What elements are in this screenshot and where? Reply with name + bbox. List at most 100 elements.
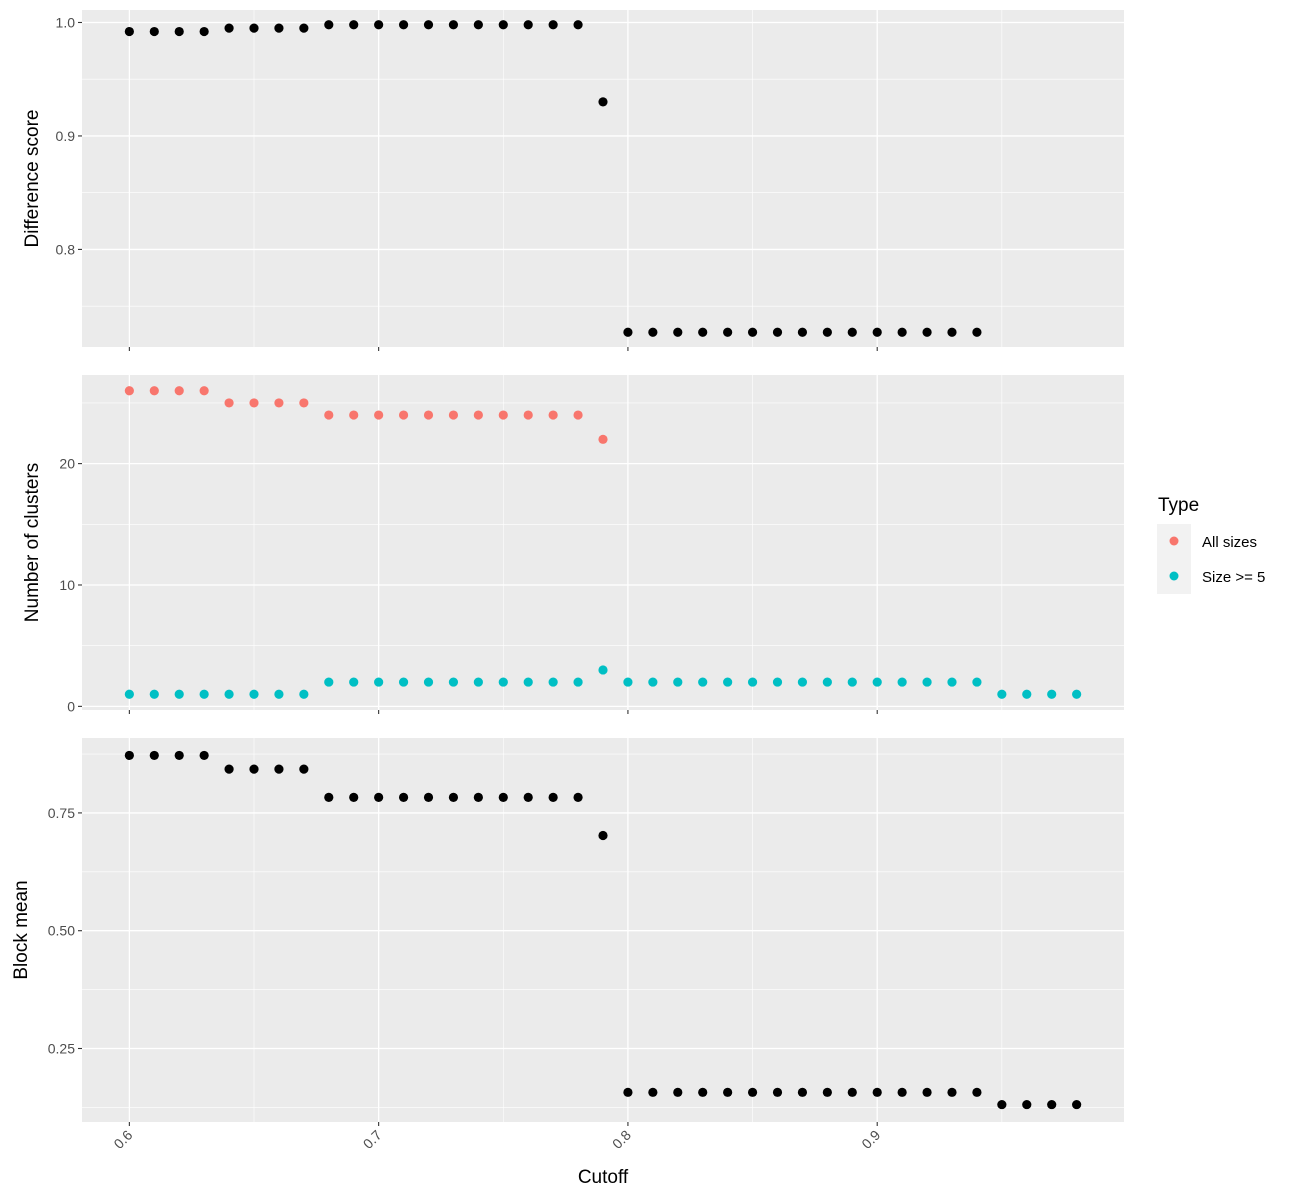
data-point: [199, 386, 209, 396]
data-point: [299, 23, 309, 33]
legend-title: Type: [1158, 495, 1199, 516]
data-point: [423, 410, 434, 420]
data-point: [174, 26, 184, 37]
data-point: [772, 1087, 783, 1097]
data-point: [947, 1087, 957, 1097]
y-axis-title: Number of clusters: [22, 463, 43, 622]
legend-key-all-sizes: [1169, 536, 1179, 546]
data-point: [224, 764, 234, 774]
y-axis-title: Block mean: [11, 880, 32, 979]
data-point: [623, 1087, 633, 1097]
data-point: [374, 410, 384, 420]
x-axis: 0.6 0.7 0.8 0.9: [110, 1127, 883, 1152]
panel-2: 0 10 20 Number of clusters: [22, 375, 1124, 714]
x-tick-label: 0.9: [858, 1127, 883, 1152]
data-point: [872, 327, 882, 337]
y-axis-title: Difference score: [22, 110, 43, 248]
data-point: [673, 677, 683, 687]
y-tick-label: 0.75: [48, 805, 75, 821]
data-point: [249, 398, 259, 408]
data-point: [972, 1087, 982, 1097]
data-point: [249, 764, 259, 774]
legend-key-background: [1157, 524, 1191, 594]
data-point: [997, 1099, 1007, 1110]
data-point: [473, 410, 483, 420]
data-point: [473, 20, 483, 30]
data-point: [174, 750, 184, 761]
data-point: [299, 689, 309, 699]
data-point: [423, 792, 434, 802]
data-point: [598, 665, 608, 675]
data-point: [174, 386, 184, 396]
data-point: [623, 677, 633, 687]
data-point: [249, 23, 259, 33]
data-point: [448, 410, 459, 420]
data-point: [822, 1087, 832, 1097]
data-point: [149, 750, 159, 761]
data-point: [797, 677, 808, 687]
x-axis-title: Cutoff: [578, 1167, 629, 1188]
data-point: [598, 434, 608, 444]
data-point: [797, 327, 808, 337]
data-point: [673, 327, 683, 337]
data-point: [1047, 689, 1057, 699]
data-point: [224, 398, 234, 408]
data-point: [498, 410, 508, 420]
panel-background: [82, 738, 1124, 1122]
data-point: [648, 327, 658, 337]
data-point: [324, 20, 334, 30]
data-point: [423, 677, 434, 687]
data-point: [1022, 689, 1032, 699]
y-tick-label: 0.25: [48, 1040, 75, 1056]
data-point: [573, 792, 583, 802]
data-point: [349, 677, 359, 687]
data-point: [1072, 1099, 1082, 1110]
legend-label-size-ge-5: Size >= 5: [1202, 569, 1265, 586]
data-point: [772, 677, 783, 687]
data-point: [947, 677, 957, 687]
y-tick-label: 0.8: [56, 241, 76, 257]
data-point: [847, 327, 857, 337]
data-point: [747, 1087, 758, 1097]
data-point: [573, 677, 583, 687]
data-point: [324, 677, 334, 687]
data-point: [124, 689, 134, 699]
data-point: [847, 677, 857, 687]
y-tick-label: 0.50: [48, 923, 75, 939]
data-point: [149, 26, 159, 37]
data-point: [498, 792, 508, 802]
panel-3: 0.25 0.50 0.75 Block mean: [11, 738, 1124, 1126]
data-point: [698, 677, 708, 687]
data-point: [349, 20, 359, 30]
data-point: [847, 1087, 857, 1097]
data-point: [822, 327, 832, 337]
data-point: [623, 327, 633, 337]
data-point: [124, 750, 134, 761]
data-point: [274, 764, 284, 774]
data-point: [997, 689, 1007, 699]
data-point: [523, 792, 533, 802]
data-point: [548, 677, 558, 687]
panels-layer: 0.8 0.9 1.0 Difference score 0 10 20 Number of …: [11, 10, 1124, 1126]
data-point: [374, 792, 384, 802]
data-point: [747, 677, 758, 687]
legend: Type All sizes Size >= 5: [1157, 495, 1265, 594]
data-point: [573, 20, 583, 30]
data-point: [398, 677, 409, 687]
data-point: [598, 830, 608, 841]
data-point: [897, 327, 907, 337]
data-point: [573, 410, 583, 420]
data-point: [797, 1087, 808, 1097]
panel-background: [82, 375, 1124, 710]
data-point: [199, 689, 209, 699]
data-point: [897, 677, 907, 687]
data-point: [548, 410, 558, 420]
data-point: [1022, 1099, 1032, 1110]
data-point: [299, 398, 309, 408]
legend-key-size-ge-5: [1169, 571, 1179, 581]
data-point: [548, 792, 558, 802]
data-point: [149, 689, 159, 699]
y-tick-label: 0.9: [56, 128, 76, 144]
data-point: [947, 327, 957, 337]
data-point: [1047, 1099, 1057, 1110]
